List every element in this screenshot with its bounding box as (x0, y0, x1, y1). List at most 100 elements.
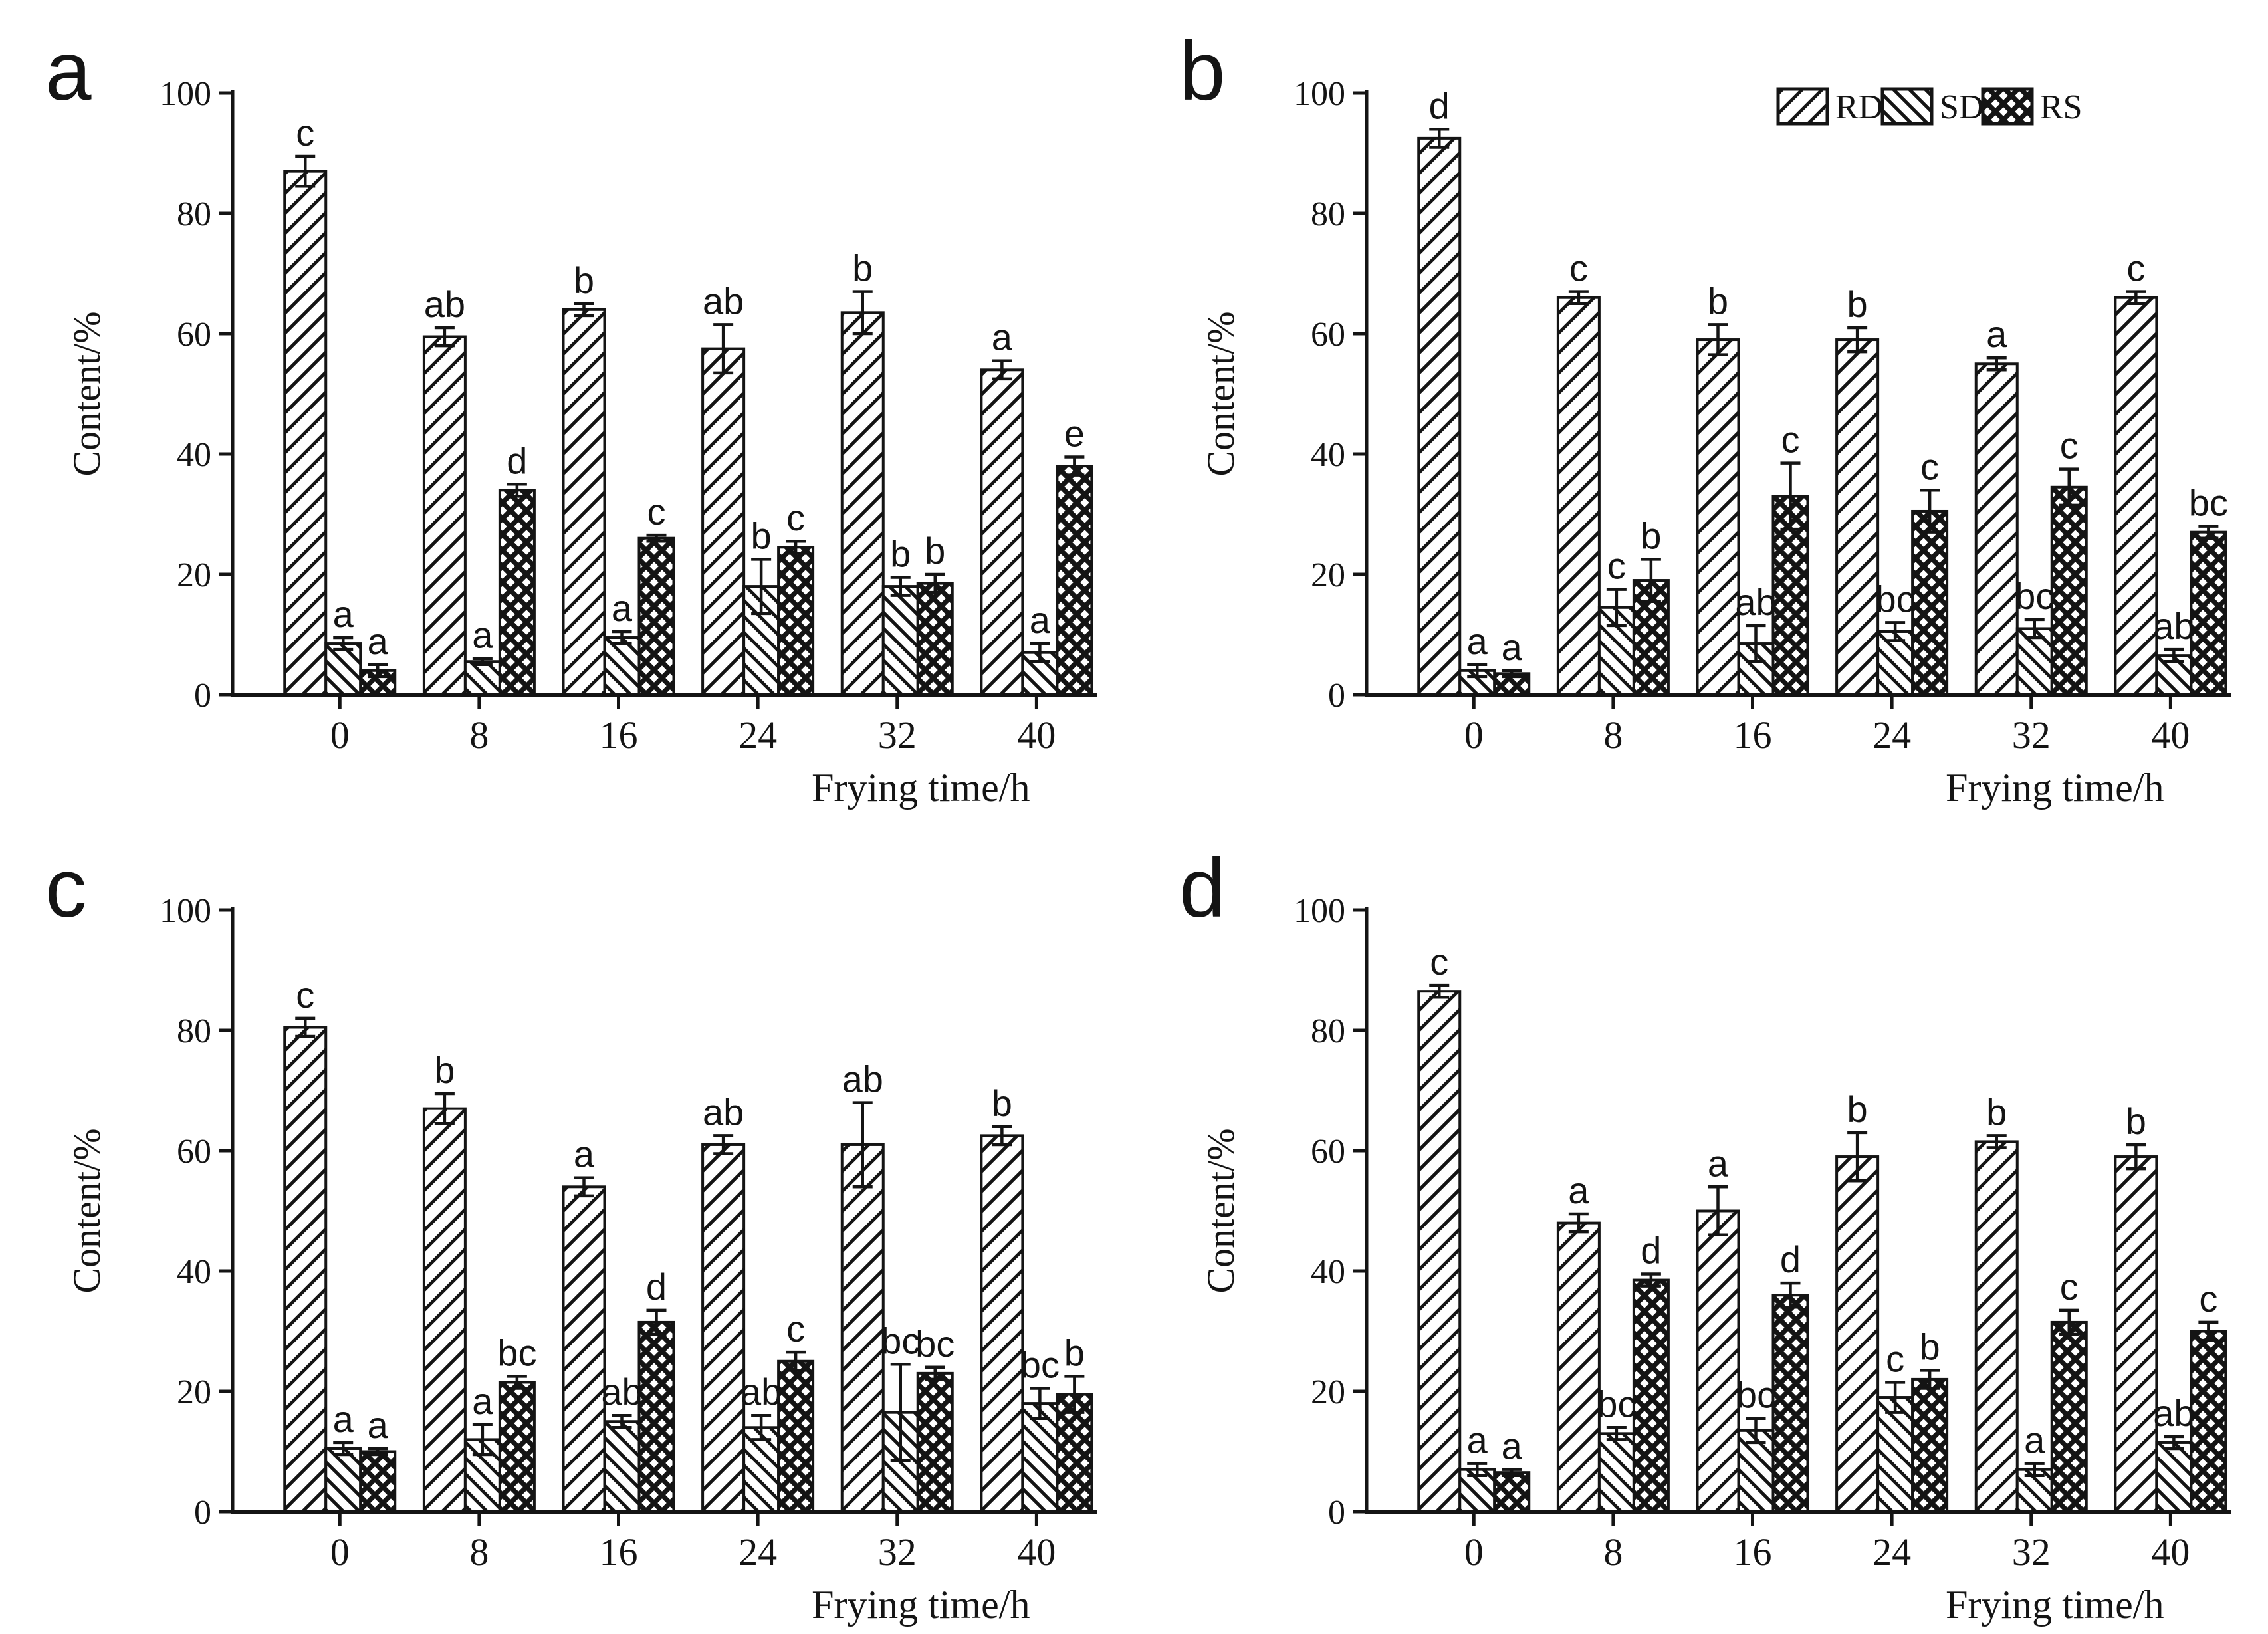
bar-rs (639, 1322, 674, 1512)
sig-letter: b (2126, 1100, 2146, 1142)
sig-letter: d (646, 1266, 667, 1308)
sig-letter: a (333, 593, 354, 635)
y-axis-label: Content/% (65, 311, 108, 476)
sig-letter: bc (2015, 575, 2054, 617)
sig-letter: c (2199, 1278, 2217, 1320)
bar-sds (2156, 1442, 2192, 1512)
sig-letter: c (786, 1308, 805, 1349)
bar-sds (883, 586, 918, 695)
sig-letter: bc (881, 1320, 920, 1361)
sig-letter: b (751, 515, 772, 556)
y-tick-label: 80 (1311, 195, 1345, 233)
bar-rds (284, 1027, 326, 1512)
bar-rs (2191, 532, 2226, 695)
bar-rds (1697, 340, 1739, 695)
bar-rs (1773, 1295, 1808, 1512)
bar-rds (703, 348, 744, 695)
legend-label: RS (2040, 88, 2083, 126)
y-tick-label: 40 (177, 1253, 211, 1291)
sig-letter: b (1920, 1326, 1940, 1367)
sig-letter: c (1886, 1338, 1904, 1379)
bar-rds (1837, 340, 1878, 695)
bar-rs (360, 1451, 396, 1512)
sig-letter: ab (842, 1058, 883, 1100)
x-tick-label: 0 (1464, 1530, 1484, 1574)
sig-letter: a (1986, 313, 2007, 355)
sig-letter: ab (2153, 1392, 2194, 1434)
x-tick-label: 40 (1017, 713, 1056, 757)
y-axis-label: Content/% (1199, 1128, 1242, 1293)
panel-c: c 0 20 40 60 80 100 Content/% 0 c a a 8 b a bc 16 a ab d 24 a… (0, 817, 1134, 1634)
y-tick-label: 20 (1311, 556, 1345, 594)
x-tick-label: 0 (330, 713, 350, 757)
panel-letter: d (1179, 842, 1226, 935)
x-tick-label: 8 (469, 1530, 489, 1574)
sig-letter: a (2024, 1419, 2045, 1461)
bar-rs (2051, 1322, 2087, 1512)
sig-letter: ab (740, 1371, 782, 1413)
y-tick-label: 100 (1294, 892, 1345, 930)
sig-letter: c (1430, 941, 1448, 983)
legend-swatch-sds (1882, 89, 1932, 124)
sig-letter: a (472, 614, 493, 656)
sig-letter: b (925, 530, 945, 572)
bar-rds (2115, 297, 2157, 695)
y-tick-label: 60 (177, 316, 211, 354)
bar-rs (1633, 1280, 1668, 1512)
sig-letter: c (2060, 425, 2079, 467)
sig-letter: ab (424, 283, 465, 325)
sig-letter: e (1064, 413, 1085, 455)
bar-sds (1599, 1433, 1634, 1512)
legend-swatch-outline (1880, 87, 1934, 126)
y-tick-label: 20 (177, 1373, 211, 1411)
legend-swatch-rs (1983, 89, 2032, 124)
bar-rds (842, 312, 883, 695)
bar-rds (1557, 297, 1599, 695)
x-tick-label: 16 (1734, 713, 1772, 757)
bar-rds (1976, 1141, 2017, 1512)
y-tick-label: 40 (177, 436, 211, 474)
sig-letter: bc (1876, 578, 1915, 620)
bar-rs (917, 1373, 953, 1512)
bar-rds (284, 171, 326, 695)
y-tick-label: 100 (160, 892, 211, 930)
y-tick-label: 60 (1311, 1133, 1345, 1171)
bar-rs (499, 1382, 534, 1512)
bar-rds (2115, 1157, 2157, 1512)
bar-rs (1912, 511, 1948, 695)
x-axis-label: Frying time/h (1946, 766, 2164, 810)
y-tick-label: 40 (1311, 1253, 1345, 1291)
sig-letter: bc (915, 1323, 955, 1365)
x-tick-label: 0 (330, 1530, 350, 1574)
sig-letter: bc (2189, 482, 2228, 524)
x-tick-label: 24 (738, 713, 777, 757)
sig-letter: a (1502, 626, 1523, 668)
y-axis-label: Content/% (1199, 311, 1242, 476)
sig-letter: a (472, 1380, 493, 1422)
legend-swatch-rds (1778, 89, 1827, 124)
y-tick-label: 40 (1311, 436, 1345, 474)
sig-letter: c (296, 974, 314, 1016)
bar-rds (1418, 138, 1460, 695)
sig-letter: c (786, 497, 805, 538)
sig-letter: ab (703, 1091, 744, 1133)
panel-a-chart: a020406080100Content/%0caa8abad16bac24ab… (45, 25, 1097, 810)
sig-letter: b (992, 1082, 1012, 1124)
bar-rds (1418, 991, 1460, 1512)
bar-sds (604, 1421, 639, 1512)
sig-letter: b (1641, 515, 1661, 556)
bar-sds (1022, 1403, 1058, 1512)
sig-letter: a (1568, 1169, 1589, 1211)
bar-rds (1976, 364, 2017, 695)
bar-rds (703, 1144, 744, 1512)
y-tick-label: 80 (177, 195, 211, 233)
bar-rs (778, 1361, 814, 1512)
x-tick-label: 16 (600, 1530, 638, 1574)
sig-letter: c (1569, 247, 1588, 289)
sig-letter: a (1467, 1419, 1488, 1461)
bar-sds (2017, 628, 2052, 695)
sig-letter: a (368, 1404, 389, 1446)
sig-letter: d (1780, 1238, 1801, 1280)
bar-rds (423, 1108, 465, 1512)
